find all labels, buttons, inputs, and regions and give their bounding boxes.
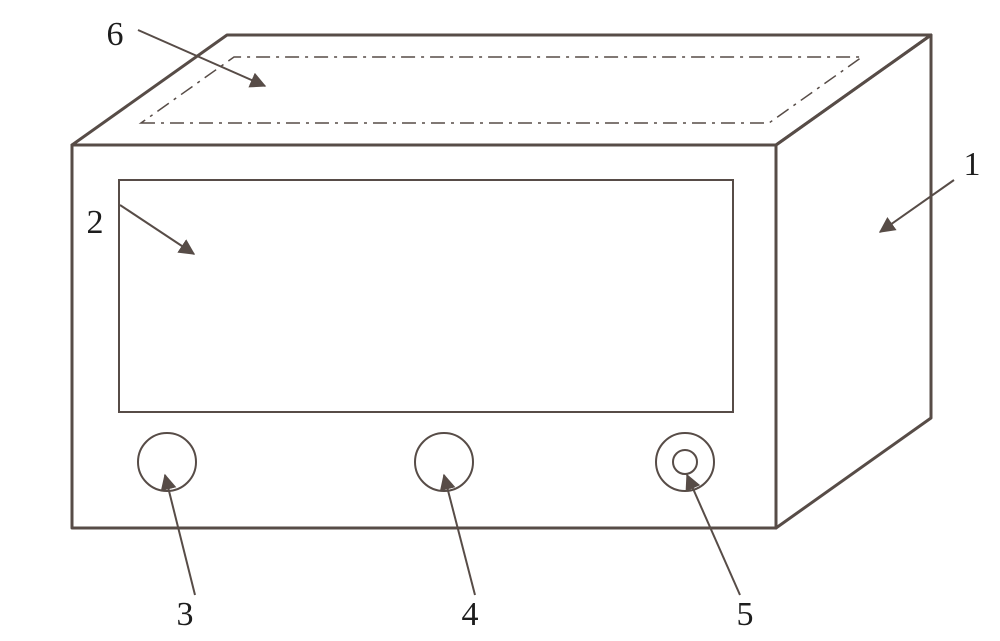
top-panel — [141, 57, 862, 123]
display-panel — [119, 180, 733, 412]
svg-text:3: 3 — [177, 596, 194, 633]
svg-text:5: 5 — [737, 596, 754, 633]
device-body — [72, 35, 931, 528]
svg-text:1: 1 — [964, 146, 981, 183]
label-6: 6 — [107, 16, 266, 86]
label-5: 5 — [687, 475, 754, 633]
svg-text:2: 2 — [87, 204, 104, 241]
knob-5 — [656, 433, 714, 491]
svg-text:6: 6 — [107, 16, 124, 53]
label-3: 3 — [165, 475, 195, 633]
label-2: 2 — [87, 204, 195, 254]
label-4: 4 — [444, 475, 479, 633]
svg-text:4: 4 — [462, 596, 479, 633]
knob-4 — [415, 433, 473, 491]
